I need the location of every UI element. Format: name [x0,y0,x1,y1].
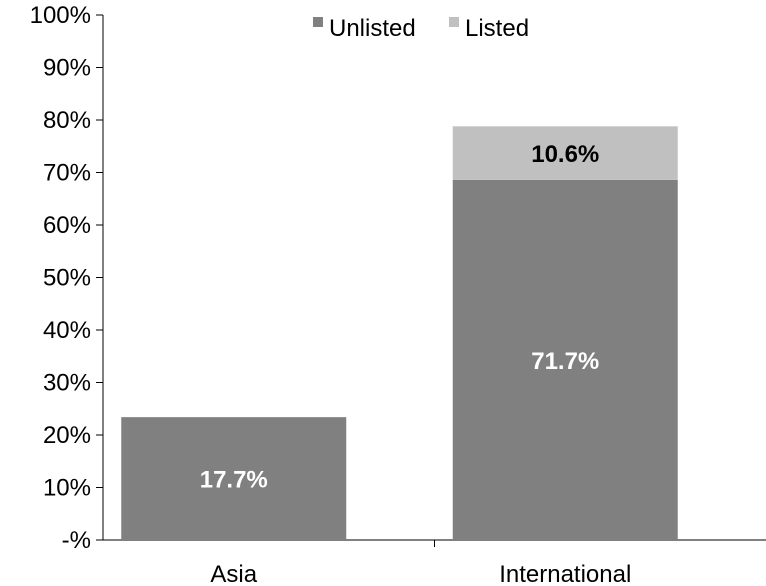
y-tick-label: 50% [43,265,91,292]
y-tick-label: 90% [43,55,91,82]
legend-swatch-unlisted [313,17,323,27]
legend-label-unlisted: Unlisted [329,15,416,42]
y-tick-label: 100% [30,2,91,29]
legend-label-listed: Listed [465,15,529,42]
y-tick-label: 60% [43,212,91,239]
y-tick-label: 80% [43,107,91,134]
y-tick-label: 70% [43,160,91,187]
data-label: 71.7% [531,348,599,375]
legend: Unlisted Listed [313,15,529,42]
y-tick-label: 40% [43,317,91,344]
data-label: 10.6% [531,141,599,168]
y-tick-label: 10% [43,475,91,502]
y-tick-label: -% [62,527,91,554]
bar-listed [452,126,678,180]
y-axis: -% 10% 20% 30% 40% 50% 60% 70% 80% 90% 100% [30,2,104,554]
bar-unlisted [121,417,347,540]
data-label: 17.7% [200,467,268,494]
y-tick-label: 30% [43,370,91,397]
x-axis: Asia International [103,539,766,586]
bar-unlisted [452,179,678,540]
x-category-label: Asia [210,561,257,586]
y-tick-label: 20% [43,422,91,449]
bars [121,126,678,540]
data-labels: 17.7% 71.7% 10.6% [200,141,600,494]
legend-swatch-listed [449,17,459,27]
x-category-label: International [499,561,631,586]
